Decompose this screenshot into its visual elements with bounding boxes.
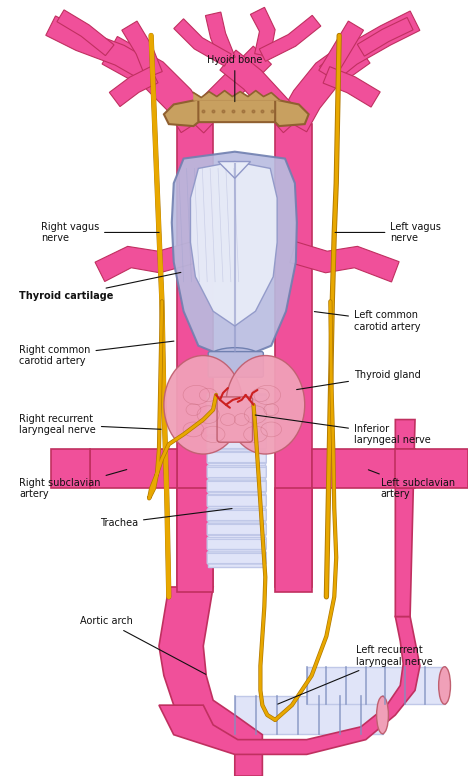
Polygon shape [395,420,415,616]
Polygon shape [275,489,311,592]
Polygon shape [185,46,272,133]
Polygon shape [177,124,213,587]
FancyBboxPatch shape [207,394,266,406]
FancyBboxPatch shape [208,352,264,377]
Ellipse shape [377,696,388,734]
Polygon shape [279,38,370,132]
Text: Inferior
laryngeal nerve: Inferior laryngeal nerve [255,415,431,445]
Polygon shape [319,11,420,84]
Polygon shape [191,162,277,326]
Polygon shape [208,395,265,567]
Polygon shape [307,667,445,704]
Polygon shape [109,67,158,106]
FancyBboxPatch shape [207,423,266,435]
Polygon shape [357,17,413,56]
Text: Right vagus
nerve: Right vagus nerve [41,221,159,243]
Polygon shape [90,449,177,489]
Polygon shape [311,449,415,489]
Polygon shape [290,242,399,282]
Polygon shape [205,12,235,63]
FancyBboxPatch shape [207,480,266,492]
Polygon shape [220,50,302,133]
Polygon shape [102,37,208,133]
FancyBboxPatch shape [207,537,266,550]
Ellipse shape [438,667,450,704]
Polygon shape [235,696,383,734]
Text: Trachea: Trachea [100,508,232,528]
Ellipse shape [164,356,243,454]
FancyBboxPatch shape [207,523,266,535]
Text: Aortic arch: Aortic arch [80,616,206,674]
Polygon shape [174,19,231,66]
Polygon shape [159,587,263,776]
Text: Thyroid cartilage: Thyroid cartilage [19,272,181,301]
Polygon shape [172,152,297,361]
Polygon shape [122,21,162,78]
Polygon shape [57,10,114,56]
Polygon shape [159,616,420,755]
Polygon shape [51,449,90,489]
Polygon shape [218,162,251,178]
FancyBboxPatch shape [207,552,266,564]
FancyBboxPatch shape [207,408,266,421]
Text: Hyoid bone: Hyoid bone [207,55,263,102]
Polygon shape [196,99,277,122]
FancyBboxPatch shape [207,509,266,521]
Text: Right common
carotid artery: Right common carotid artery [19,341,174,366]
Polygon shape [275,124,311,587]
Text: Left common
carotid artery: Left common carotid artery [314,310,420,332]
Polygon shape [275,99,309,126]
Polygon shape [164,99,198,126]
FancyBboxPatch shape [207,451,266,464]
Polygon shape [323,66,380,107]
FancyBboxPatch shape [217,397,253,442]
Text: Right subclavian
artery: Right subclavian artery [19,469,127,499]
FancyBboxPatch shape [207,437,266,449]
Polygon shape [177,489,213,592]
Polygon shape [250,7,275,57]
Polygon shape [259,16,321,61]
Polygon shape [395,449,468,489]
Text: Thyroid gland: Thyroid gland [297,370,421,389]
FancyBboxPatch shape [207,494,266,507]
Polygon shape [95,242,197,282]
Text: Left subclavian
artery: Left subclavian artery [368,470,455,499]
Polygon shape [319,21,364,80]
Text: Left vagus
nerve: Left vagus nerve [335,221,441,243]
Text: Left recurrent
laryngeal nerve: Left recurrent laryngeal nerve [278,645,433,704]
Ellipse shape [226,356,305,454]
Polygon shape [46,16,159,84]
Ellipse shape [208,348,262,369]
FancyBboxPatch shape [207,466,266,478]
Text: Right recurrent
laryngeal nerve: Right recurrent laryngeal nerve [19,414,161,436]
